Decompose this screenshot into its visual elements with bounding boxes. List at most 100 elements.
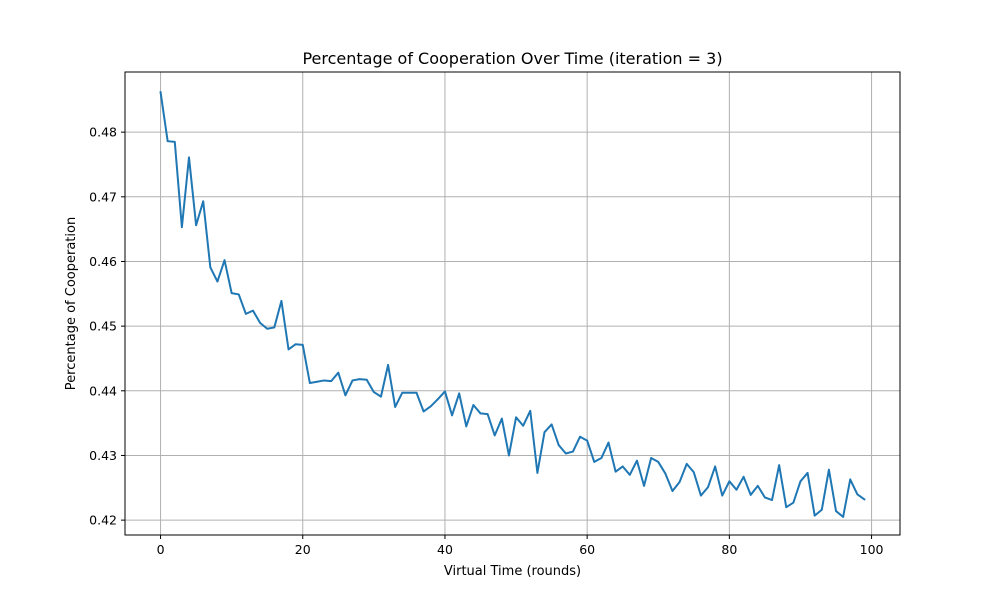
y-axis-label: Percentage of Cooperation bbox=[64, 217, 79, 390]
x-tick-label: 0 bbox=[157, 542, 165, 557]
data-point bbox=[493, 434, 496, 437]
data-point bbox=[813, 514, 816, 517]
data-point bbox=[294, 343, 297, 346]
data-point bbox=[245, 313, 247, 315]
data-point bbox=[429, 405, 432, 408]
data-point bbox=[515, 416, 517, 419]
data-point bbox=[309, 382, 311, 384]
data-point bbox=[479, 412, 482, 415]
data-point bbox=[422, 410, 425, 413]
data-point bbox=[323, 379, 325, 382]
data-point bbox=[856, 493, 859, 496]
data-point bbox=[301, 344, 304, 346]
data-point bbox=[650, 457, 652, 459]
data-point bbox=[408, 391, 411, 394]
data-point bbox=[188, 156, 190, 159]
data-point bbox=[820, 508, 823, 511]
axis-ticks: 0 20 40 60 80 100 0.42 0.43 0.44 0.45 0.46 0.47 0.48 bbox=[89, 125, 883, 557]
data-point bbox=[671, 490, 674, 492]
data-point bbox=[728, 480, 731, 483]
data-point bbox=[764, 496, 766, 499]
data-point bbox=[351, 379, 354, 382]
data-point bbox=[223, 259, 226, 261]
y-tick-label: 0.45 bbox=[89, 319, 117, 334]
x-tick-label: 20 bbox=[295, 542, 311, 557]
data-point bbox=[685, 463, 688, 465]
data-point bbox=[792, 501, 795, 504]
series-line bbox=[159, 91, 866, 518]
data-point bbox=[664, 472, 667, 475]
data-point bbox=[678, 481, 681, 483]
data-point bbox=[387, 364, 389, 366]
data-point bbox=[486, 413, 489, 415]
x-tick-label: 60 bbox=[579, 542, 595, 557]
data-point bbox=[259, 322, 261, 324]
data-point bbox=[444, 390, 446, 393]
data-point bbox=[543, 431, 546, 433]
data-point bbox=[643, 485, 645, 487]
data-point bbox=[209, 266, 212, 269]
data-point bbox=[742, 476, 745, 478]
data-point bbox=[337, 371, 340, 374]
data-point bbox=[835, 510, 837, 512]
y-tick-label: 0.44 bbox=[89, 383, 117, 398]
data-point bbox=[166, 140, 169, 142]
data-point bbox=[714, 465, 716, 468]
data-point bbox=[572, 450, 574, 453]
data-point bbox=[600, 457, 603, 459]
data-point bbox=[842, 516, 844, 518]
data-point bbox=[501, 417, 503, 420]
y-tick-label: 0.47 bbox=[89, 189, 117, 204]
data-point bbox=[799, 480, 802, 483]
data-point bbox=[593, 461, 596, 463]
data-point bbox=[344, 394, 347, 397]
data-point bbox=[785, 506, 788, 508]
y-tick-label: 0.42 bbox=[89, 513, 117, 528]
data-point bbox=[401, 391, 404, 394]
data-point bbox=[849, 478, 852, 481]
data-point bbox=[316, 380, 318, 383]
data-series bbox=[159, 91, 866, 518]
data-point bbox=[749, 494, 752, 496]
data-point bbox=[273, 326, 276, 329]
data-point bbox=[415, 391, 418, 394]
x-tick-label: 80 bbox=[721, 542, 737, 557]
data-point bbox=[451, 414, 453, 417]
data-point bbox=[173, 141, 176, 143]
data-point bbox=[735, 488, 738, 491]
data-point bbox=[181, 226, 183, 228]
data-point bbox=[195, 224, 197, 227]
data-point bbox=[536, 472, 539, 474]
data-point bbox=[621, 465, 624, 468]
data-point bbox=[202, 200, 205, 203]
x-tick-label: 100 bbox=[860, 542, 884, 557]
data-point bbox=[280, 300, 283, 302]
data-point bbox=[287, 348, 290, 351]
data-point bbox=[529, 410, 532, 412]
data-point bbox=[565, 452, 567, 455]
data-point bbox=[394, 406, 396, 408]
data-point bbox=[707, 486, 709, 488]
data-point bbox=[458, 392, 460, 395]
data-point bbox=[522, 424, 524, 427]
data-point bbox=[550, 423, 553, 426]
data-point bbox=[266, 327, 269, 330]
data-point bbox=[380, 395, 382, 398]
data-point bbox=[159, 91, 162, 93]
x-axis-label: Virtual Time (rounds) bbox=[444, 564, 581, 579]
data-point bbox=[330, 380, 332, 382]
data-point bbox=[700, 494, 702, 497]
grid-lines bbox=[125, 72, 900, 535]
data-point bbox=[252, 309, 254, 312]
data-point bbox=[863, 498, 866, 501]
y-tick-label: 0.43 bbox=[89, 448, 117, 463]
data-point bbox=[806, 472, 809, 474]
data-point bbox=[358, 378, 361, 380]
data-point bbox=[586, 439, 588, 442]
data-point bbox=[828, 468, 830, 471]
data-point bbox=[365, 379, 368, 381]
data-point bbox=[472, 404, 475, 406]
data-point bbox=[508, 454, 510, 457]
